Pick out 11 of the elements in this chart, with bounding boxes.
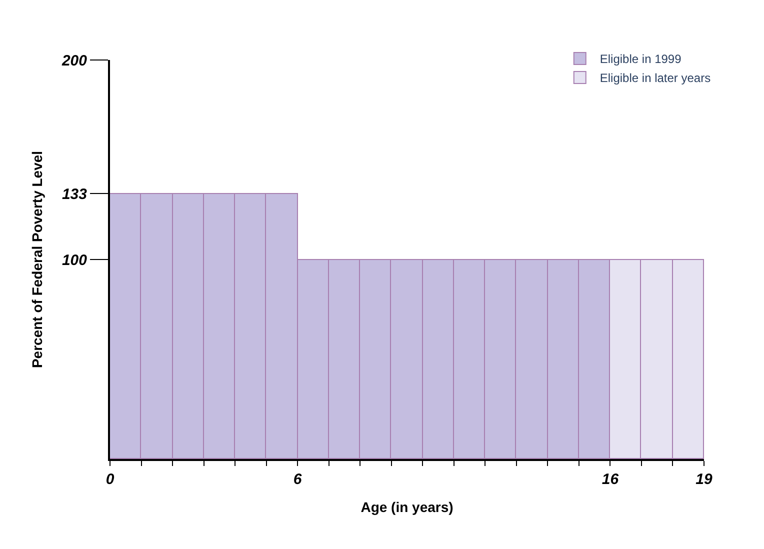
y-tick-label: 200 (60, 52, 88, 70)
y-axis-title: Percent of Federal Poverty Level (29, 150, 46, 368)
x-tick-label: 6 (293, 471, 302, 488)
x-tick-label: 0 (106, 471, 115, 488)
legend-label: Eligible in later years (600, 71, 711, 86)
x-axis-title: Age (in years) (360, 498, 454, 515)
y-tick-label: 133 (62, 186, 88, 203)
x-tick-label: 16 (602, 471, 620, 488)
x-tick-label: 19 (696, 471, 713, 488)
legend-label: Eligible in 1999 (600, 52, 682, 66)
y-tick-label: 100 (62, 252, 88, 269)
